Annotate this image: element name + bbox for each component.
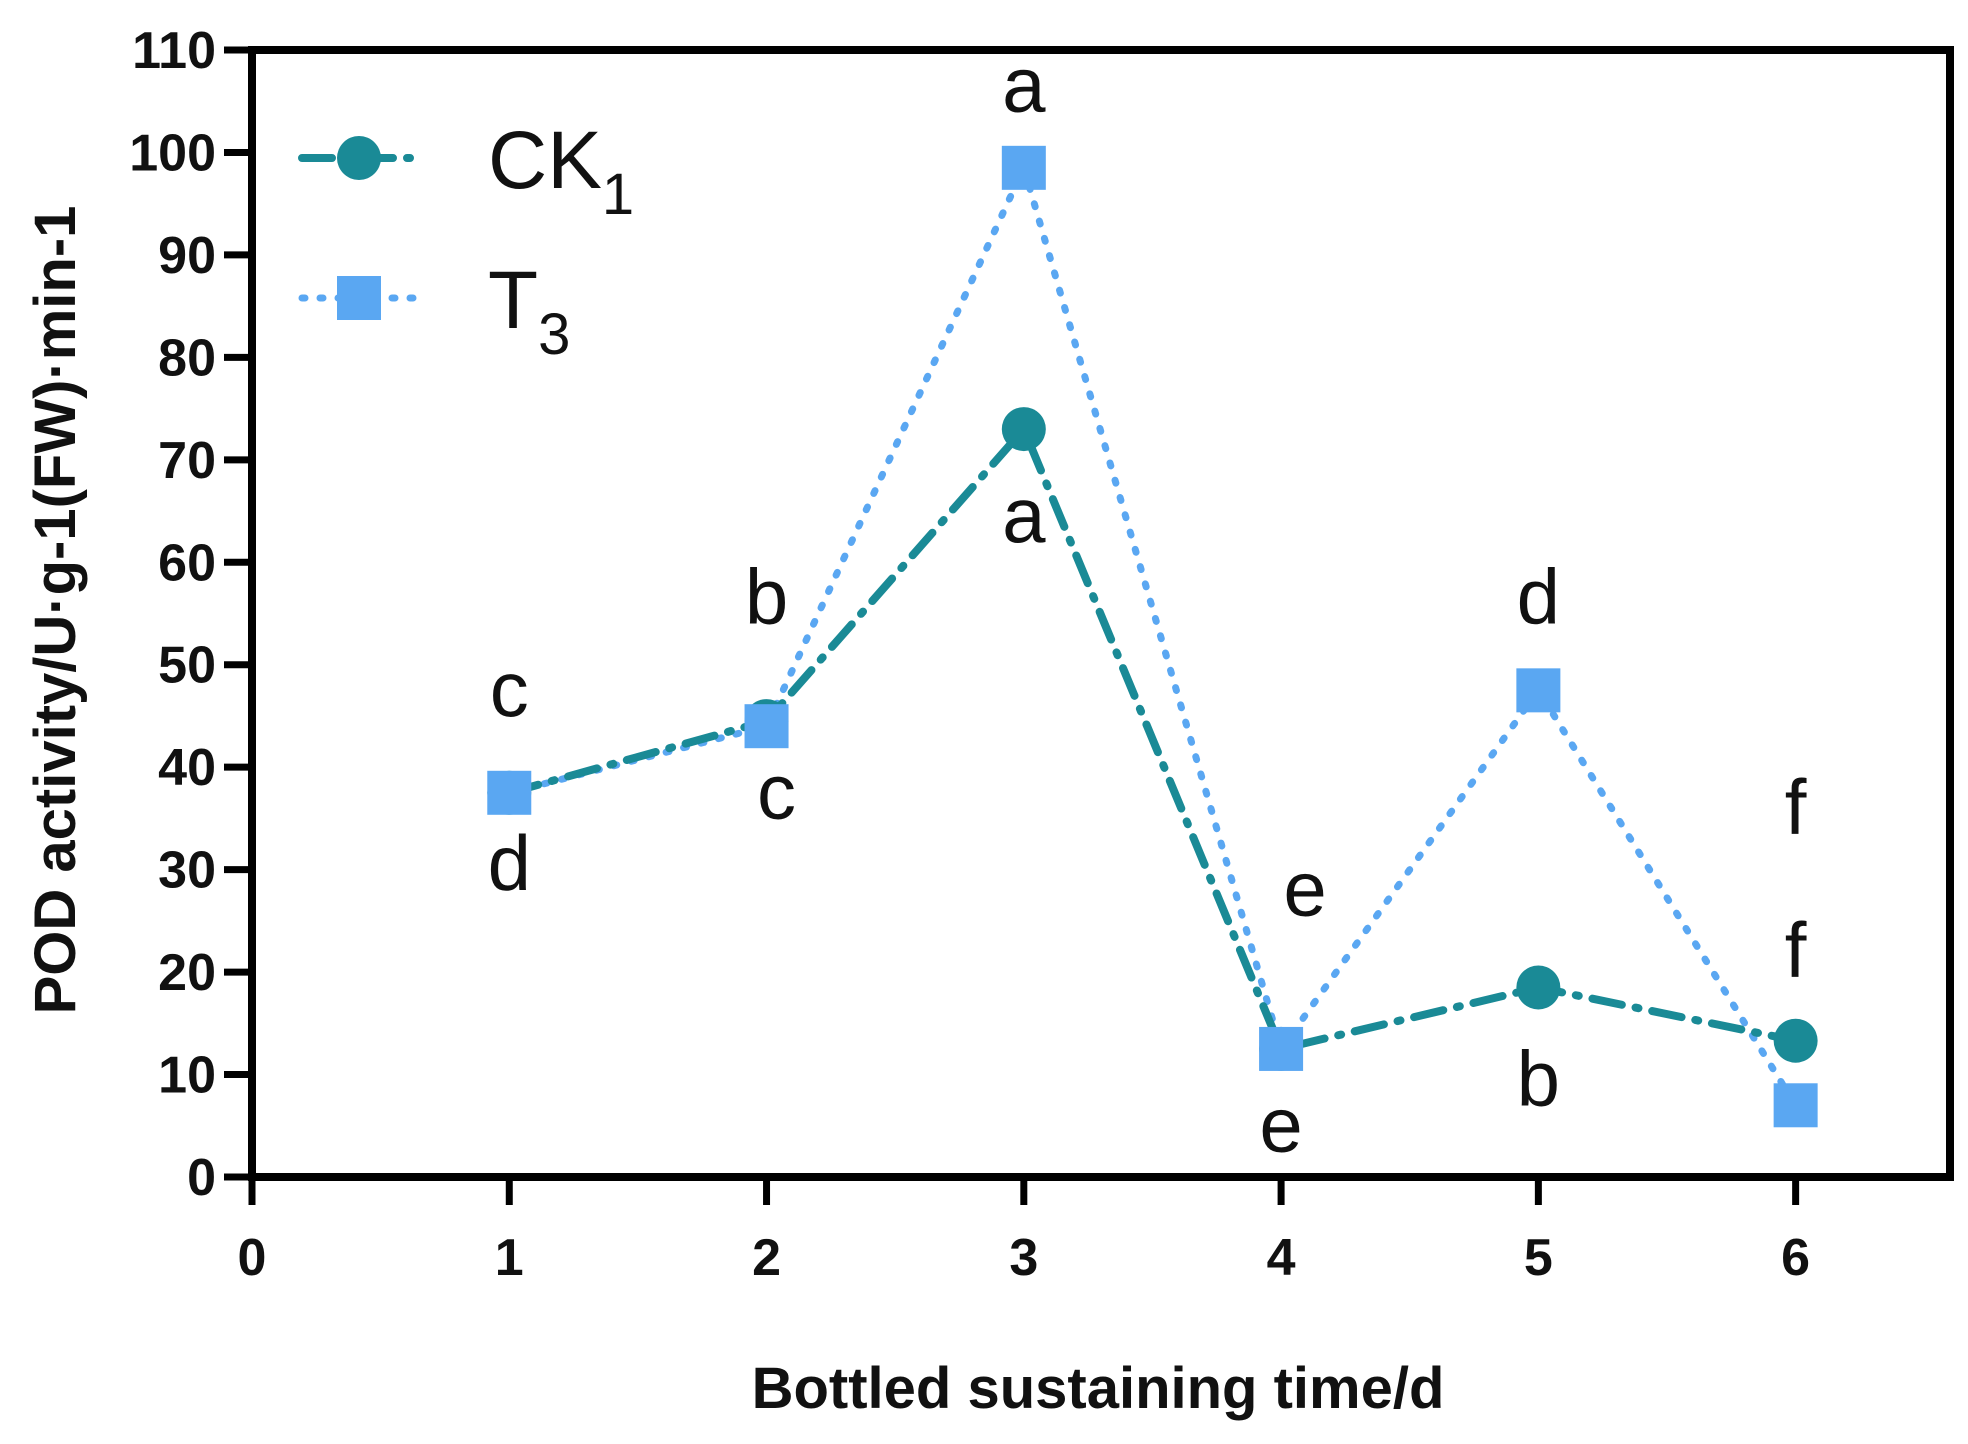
plot-frame [248,46,1954,1181]
y-tick-label-40: 40 [158,739,216,797]
significance-label-t3-day5: d [1517,553,1560,641]
data-point-t3-day1 [487,770,532,815]
legend-marker-ck1 [337,136,381,180]
x-tick-label-5: 5 [1524,1229,1553,1287]
significance-label-t3-day1: c [490,645,529,733]
significance-label-t3-day4: e [1283,845,1326,933]
legend-label-t3: T3 [488,255,570,367]
y-tick-label-90: 90 [158,227,216,285]
significance-label-t3-day3: a [1002,40,1046,128]
significance-label-ck1-day4: e [1259,1080,1302,1168]
y-tick-label-0: 0 [187,1149,216,1207]
significance-label-t3-day6: f [1785,763,1807,851]
data-point-t3-day3 [1001,145,1046,190]
data-point-t3-day4 [1259,1026,1304,1071]
significance-label-ck1-day6: f [1785,906,1807,994]
data-point-ck1-day3 [1001,407,1046,452]
series-line-ck1 [505,421,1800,1054]
data-point-ck1-day6 [1773,1018,1818,1063]
y-axis-title: POD activity/U·g-1(FW)·min-1 [23,206,88,1015]
data-point-t3-day5 [1516,668,1561,713]
data-point-ck1-day5 [1516,965,1561,1010]
x-tick-label-4: 4 [1267,1229,1296,1287]
x-tick-label-2: 2 [752,1229,781,1287]
axes-group: 0 10 20 30 40 50 60 70 80 90 100 110 0 1 2 3 4 5 6 [129,22,1954,1287]
x-tick-label-0: 0 [238,1229,267,1287]
y-tick-label-10: 10 [158,1047,216,1105]
significance-label-ck1-day5: b [1517,1034,1560,1122]
y-tick-label-80: 80 [158,329,216,387]
significance-label-ck1-day1: d [488,819,531,907]
legend-label-ck1: CK1 [488,115,634,227]
series-group [487,145,1818,1128]
y-tick-label-30: 30 [158,842,216,900]
y-tick-label-60: 60 [158,534,216,592]
data-point-t3-day2 [744,704,789,749]
x-tick-label-6: 6 [1781,1229,1810,1287]
data-point-t3-day6 [1773,1083,1818,1128]
significance-label-t3-day2: b [745,553,788,641]
significance-label-ck1-day2: c [757,747,796,835]
series-line-t3 [505,157,1800,1109]
y-tick-label-20: 20 [158,944,216,1002]
y-tick-label-70: 70 [158,432,216,490]
y-tick-label-50: 50 [158,637,216,695]
legend-marker-t3 [337,276,381,320]
x-axis-title: Bottled sustaining time/d [752,1356,1445,1421]
x-tick-label-3: 3 [1009,1229,1038,1287]
y-tick-label-110: 110 [132,22,216,80]
significance-label-ck1-day3: a [1002,471,1046,559]
x-tick-label-1: 1 [495,1229,524,1287]
y-tick-label-100: 100 [129,124,216,182]
